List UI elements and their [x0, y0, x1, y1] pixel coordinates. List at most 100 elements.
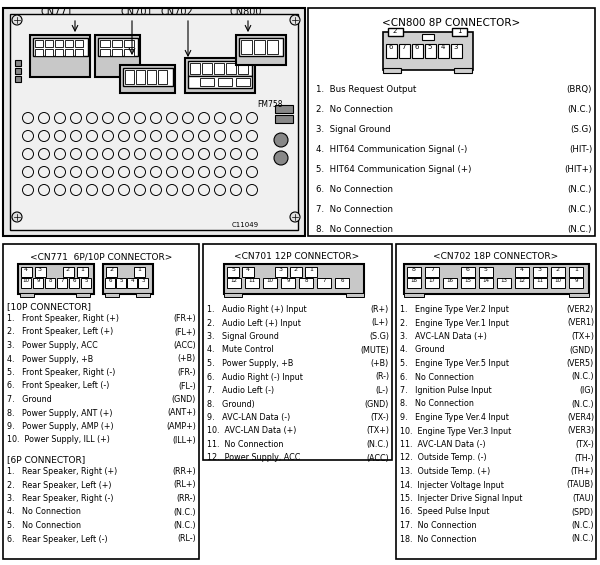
Bar	[123, 68, 173, 86]
Text: 1: 1	[574, 267, 578, 272]
Text: 4.  HIT64 Communication Signal (-): 4. HIT64 Communication Signal (-)	[316, 145, 467, 154]
Bar	[57, 278, 67, 288]
Bar	[105, 278, 115, 288]
Text: (VER1): (VER1)	[567, 319, 594, 328]
Text: 12: 12	[518, 278, 526, 283]
Text: 8.   Power Supply, ANT (+): 8. Power Supply, ANT (+)	[7, 408, 113, 418]
Bar	[188, 61, 252, 76]
Bar	[35, 267, 46, 277]
Bar	[127, 278, 137, 288]
Text: 8.   No Connection: 8. No Connection	[400, 399, 474, 408]
Bar	[551, 267, 565, 277]
Text: 7.  No Connection: 7. No Connection	[316, 205, 393, 214]
Text: CN771: CN771	[41, 7, 73, 17]
Bar	[281, 278, 295, 288]
Bar	[76, 293, 90, 297]
Bar	[3, 8, 305, 236]
Text: (MUTE): (MUTE)	[360, 346, 389, 354]
Text: (GND): (GND)	[569, 346, 594, 354]
Text: (VER5): (VER5)	[567, 359, 594, 368]
Text: 5: 5	[84, 278, 88, 283]
Bar	[515, 278, 529, 288]
Bar	[533, 267, 547, 277]
Text: 11.  No Connection: 11. No Connection	[207, 440, 283, 449]
Text: (FR+): (FR+)	[173, 314, 196, 323]
Text: 2.  No Connection: 2. No Connection	[316, 105, 393, 114]
Text: (+B): (+B)	[371, 359, 389, 368]
Bar	[425, 278, 439, 288]
Text: 13: 13	[500, 278, 508, 283]
Text: 6: 6	[389, 44, 393, 50]
Bar	[124, 49, 134, 56]
Bar	[35, 49, 43, 56]
Bar	[267, 40, 278, 54]
Bar	[227, 267, 239, 277]
Bar	[383, 68, 401, 73]
Text: 16: 16	[446, 278, 454, 283]
Text: 5: 5	[428, 44, 432, 50]
Bar	[55, 49, 63, 56]
Text: (GND): (GND)	[172, 395, 196, 404]
Bar	[425, 267, 439, 277]
Text: 1: 1	[309, 267, 313, 272]
Text: 9: 9	[36, 278, 40, 283]
Text: (N.C.): (N.C.)	[568, 205, 592, 214]
Text: (TH+): (TH+)	[571, 467, 594, 476]
Text: 7.   Ignition Pulse Input: 7. Ignition Pulse Input	[400, 386, 491, 395]
Text: 8.  No Connection: 8. No Connection	[316, 225, 393, 234]
Text: 12: 12	[230, 278, 238, 283]
Bar	[254, 40, 265, 54]
Text: (TX+): (TX+)	[366, 427, 389, 436]
Bar	[138, 278, 148, 288]
Bar	[214, 63, 224, 74]
Text: <CN771  6P/10P CONNECTOR>: <CN771 6P/10P CONNECTOR>	[30, 252, 172, 261]
Text: (N.C.): (N.C.)	[571, 372, 594, 381]
Bar	[236, 35, 286, 65]
Text: 5: 5	[119, 278, 123, 283]
Bar	[3, 244, 199, 559]
Text: 5.   Front Speaker, Right (-): 5. Front Speaker, Right (-)	[7, 368, 115, 377]
Bar	[452, 28, 467, 36]
Text: 6.   Audio Right (-) Input: 6. Audio Right (-) Input	[207, 372, 303, 381]
Bar	[202, 63, 212, 74]
Text: 17: 17	[428, 278, 436, 283]
Bar	[218, 78, 232, 86]
Text: (FL+): (FL+)	[175, 328, 196, 337]
Bar	[383, 32, 473, 70]
Text: 12.  Outside Temp. (-): 12. Outside Temp. (-)	[400, 454, 487, 463]
Bar	[515, 267, 529, 277]
Text: (N.C.): (N.C.)	[568, 225, 592, 234]
Bar	[125, 70, 134, 84]
Text: 7.   Ground: 7. Ground	[7, 395, 52, 404]
Bar	[190, 63, 200, 74]
Text: 15: 15	[464, 278, 472, 283]
Text: 2.   Audio Left (+) Input: 2. Audio Left (+) Input	[207, 319, 301, 328]
Text: 2.   Front Speaker, Left (+): 2. Front Speaker, Left (+)	[7, 328, 113, 337]
Text: 2: 2	[109, 267, 113, 272]
Bar	[275, 267, 287, 277]
Text: 7: 7	[430, 267, 434, 272]
Text: (ANT+): (ANT+)	[167, 408, 196, 418]
Text: (L-): (L-)	[376, 386, 389, 395]
Bar	[15, 76, 21, 82]
Bar	[112, 49, 122, 56]
Text: 3: 3	[538, 267, 542, 272]
Bar	[551, 278, 565, 288]
Bar	[21, 278, 31, 288]
Bar	[105, 293, 119, 297]
Text: (SPD): (SPD)	[572, 507, 594, 516]
Circle shape	[290, 15, 300, 25]
Text: 12.  Power Supply, ACC: 12. Power Supply, ACC	[207, 454, 301, 463]
Bar	[569, 278, 583, 288]
Text: 5.   Power Supply, +B: 5. Power Supply, +B	[207, 359, 293, 368]
Text: (TH-): (TH-)	[574, 454, 594, 463]
Text: CN701: CN701	[121, 7, 154, 17]
Text: <CN800 8P CONNECTOR>: <CN800 8P CONNECTOR>	[382, 18, 520, 28]
Bar	[241, 40, 252, 54]
Text: 1.   Audio Right (+) Input: 1. Audio Right (+) Input	[207, 305, 307, 314]
Text: 6.   No Connection: 6. No Connection	[400, 372, 474, 381]
Text: <CN701 12P CONNECTOR>: <CN701 12P CONNECTOR>	[235, 252, 359, 261]
Text: 1: 1	[80, 267, 84, 272]
Bar	[461, 278, 475, 288]
Bar	[461, 267, 475, 277]
